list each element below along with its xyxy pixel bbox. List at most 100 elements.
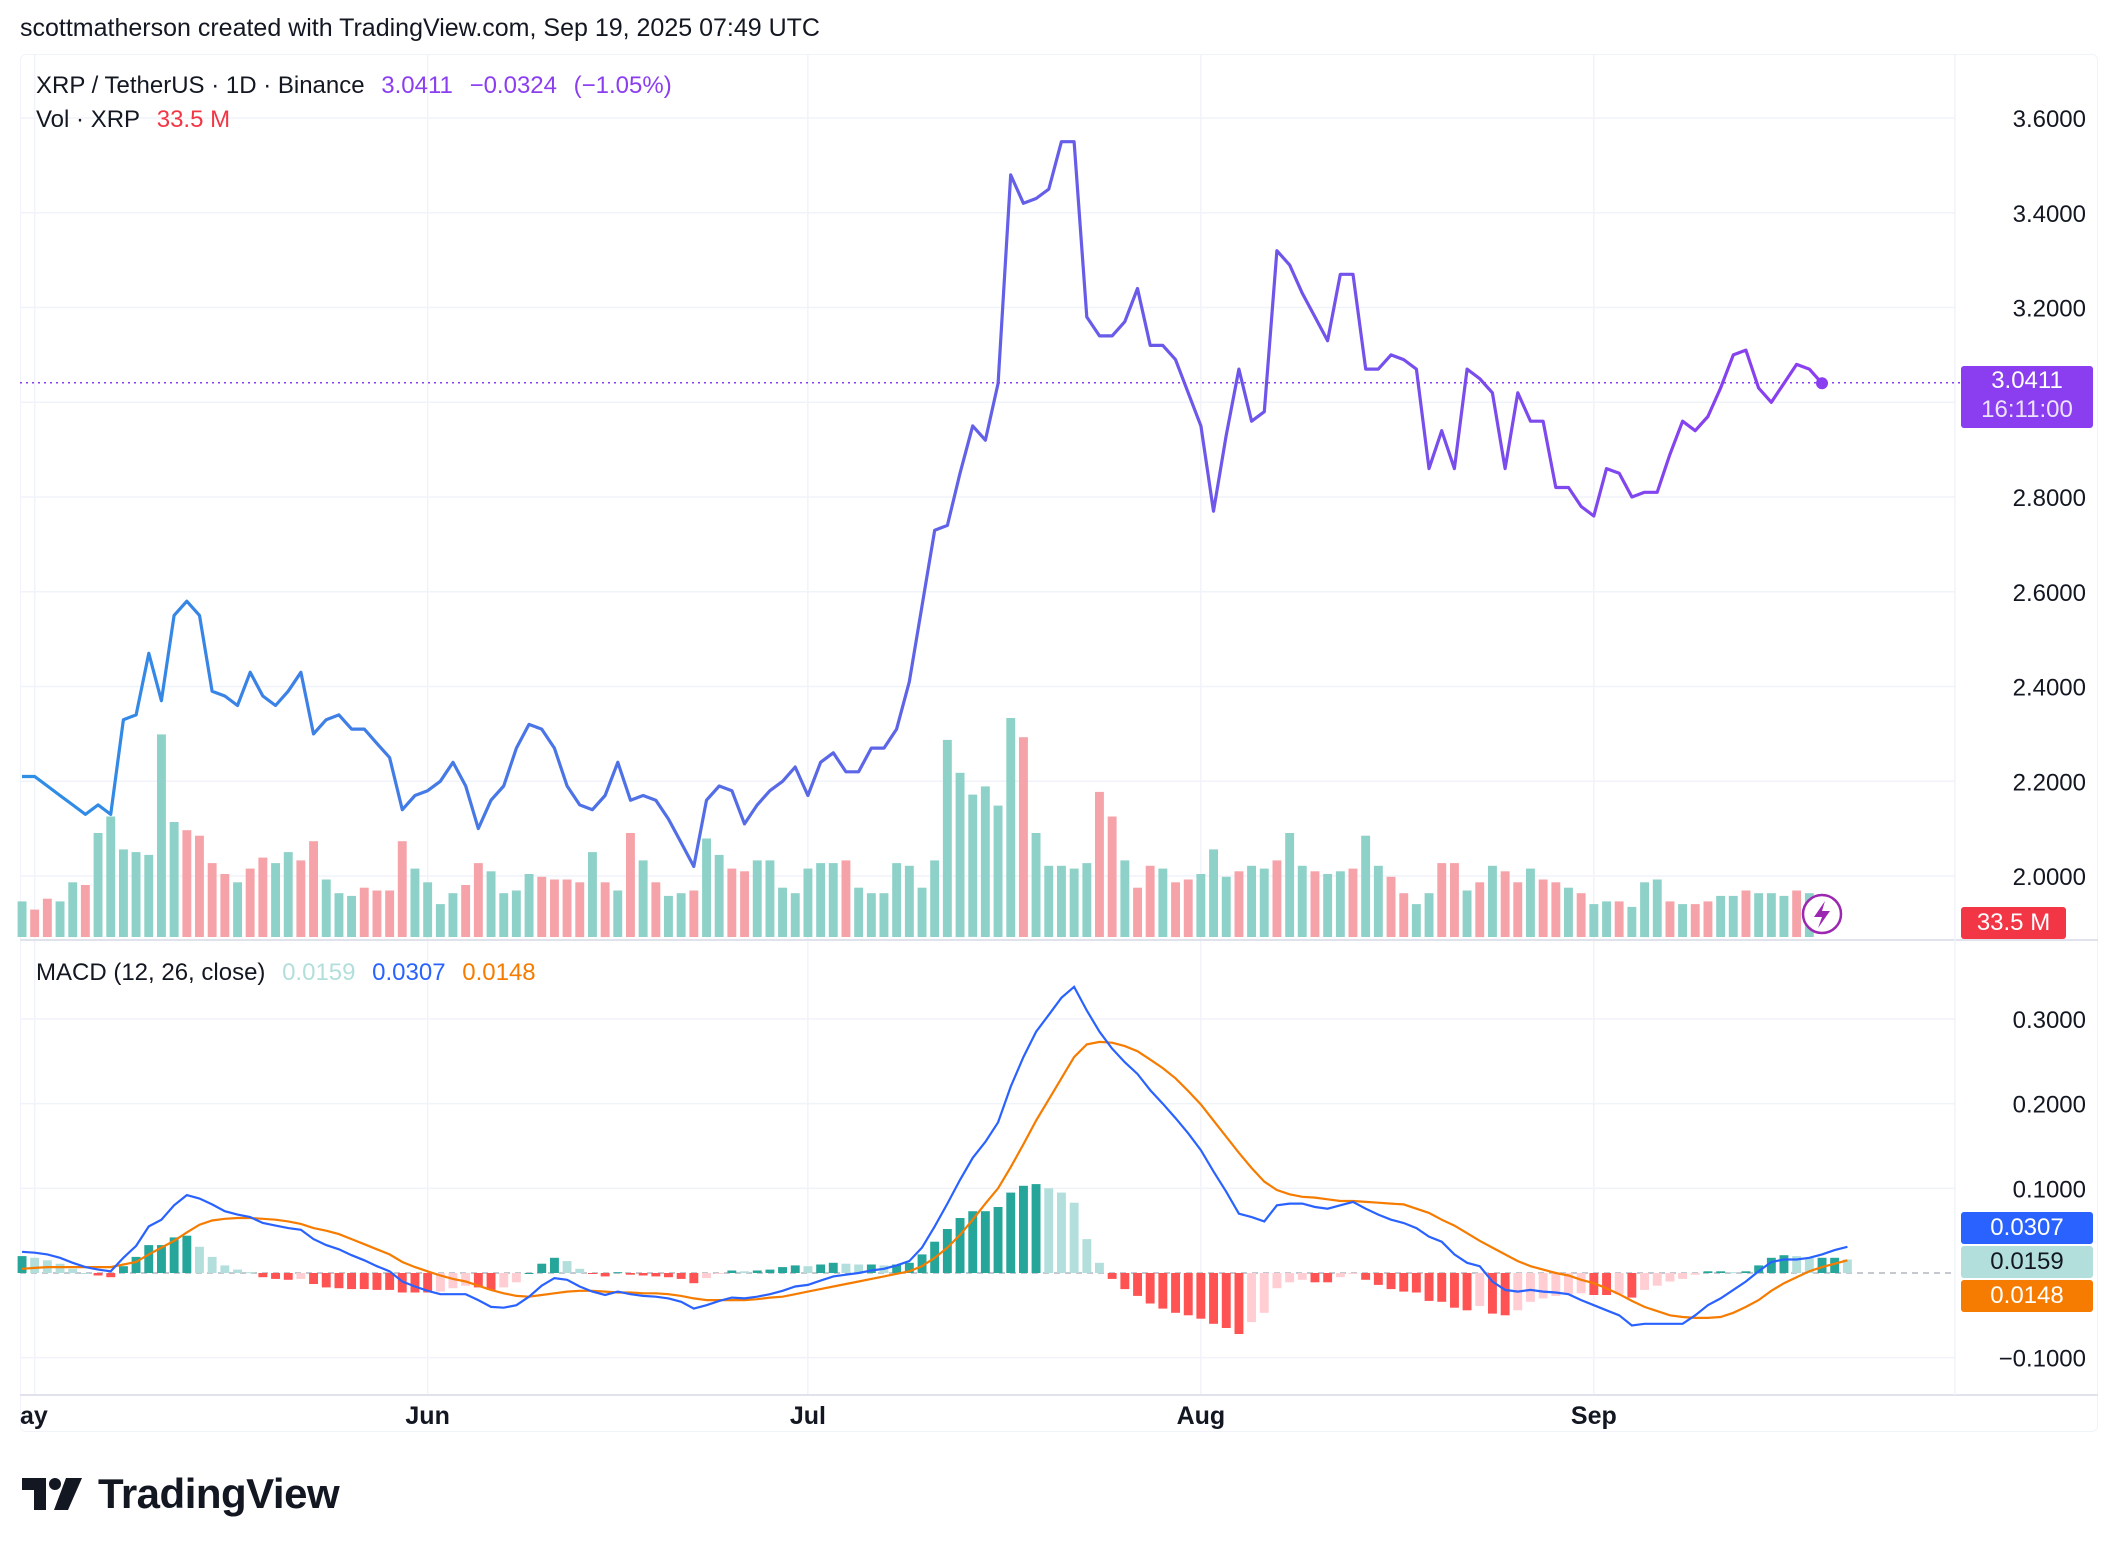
volume-bar bbox=[1259, 868, 1269, 937]
volume-bar bbox=[1361, 835, 1371, 937]
volume-bar bbox=[1082, 863, 1092, 937]
macd-histogram-bar bbox=[1538, 1273, 1548, 1299]
macd-histogram-bar bbox=[600, 1273, 610, 1277]
chart-canvas[interactable]: 3.60003.40003.20003.00002.80002.60002.40… bbox=[0, 0, 2108, 1460]
volume-bar bbox=[562, 879, 572, 937]
price-tag: 3.0411 16:11:00 bbox=[1961, 366, 2093, 428]
macd-histogram-bar bbox=[714, 1273, 724, 1274]
volume-bar bbox=[1766, 893, 1776, 937]
macd-histogram-bar bbox=[740, 1271, 749, 1273]
macd-histogram-bar bbox=[1728, 1272, 1738, 1274]
macd-histogram-bar bbox=[1830, 1257, 1840, 1273]
volume-bar bbox=[600, 882, 610, 938]
volume-bar bbox=[1285, 833, 1295, 937]
macd-histogram-bar bbox=[423, 1273, 433, 1293]
macd-histogram-bar bbox=[917, 1254, 927, 1273]
macd-histogram-bar bbox=[1640, 1273, 1649, 1290]
volume-bar bbox=[575, 882, 585, 938]
macd-histogram-bar bbox=[968, 1211, 978, 1273]
macd-histogram-bar bbox=[1462, 1273, 1472, 1311]
volume-bar bbox=[271, 863, 280, 937]
macd-histogram-bar bbox=[1272, 1273, 1282, 1289]
time-axis-label: Jun bbox=[405, 1402, 449, 1430]
macd-histogram-bar bbox=[169, 1237, 179, 1273]
macd-histogram-bar bbox=[1741, 1271, 1751, 1273]
macd-histogram-bar bbox=[1247, 1273, 1256, 1323]
volume-bar bbox=[182, 830, 192, 937]
macd-histogram-bar bbox=[1779, 1255, 1789, 1273]
volume-bar bbox=[423, 882, 433, 938]
volume-tag: 33.5 M bbox=[1961, 907, 2066, 939]
macd-label[interactable]: MACD (12, 26, close) bbox=[36, 959, 266, 986]
volume-bar bbox=[702, 838, 711, 937]
volume-bar bbox=[1145, 865, 1155, 937]
symbol-label[interactable]: XRP / TetherUS · 1D · Binance bbox=[36, 72, 365, 99]
volume-bar bbox=[1728, 895, 1738, 937]
volume-bar bbox=[1297, 865, 1307, 937]
macd-histogram-bar bbox=[790, 1265, 800, 1273]
volume-bar bbox=[740, 871, 749, 937]
macd-histogram-bar bbox=[1019, 1185, 1028, 1273]
volume-bar bbox=[968, 794, 978, 937]
volume-bar bbox=[106, 816, 116, 937]
volume-bar bbox=[486, 871, 496, 937]
volume-bar bbox=[638, 860, 648, 937]
macd-axis-label: 0.3000 bbox=[2013, 1007, 2086, 1034]
volume-bar bbox=[1183, 879, 1193, 937]
macd-histogram-bar bbox=[828, 1262, 838, 1273]
volume-bar bbox=[1171, 882, 1180, 938]
macd-histogram-bar bbox=[1602, 1273, 1611, 1295]
volume-bar bbox=[1335, 871, 1345, 937]
macd-histogram-bar bbox=[1627, 1273, 1637, 1298]
volume-bar bbox=[752, 860, 762, 937]
volume-bar bbox=[1538, 879, 1548, 937]
macd-legend: MACD (12, 26, close) 0.0159 0.0307 0.014… bbox=[36, 959, 546, 987]
volume-bar bbox=[790, 893, 800, 937]
macd-histogram-bar bbox=[1323, 1273, 1333, 1283]
macd-histogram-bar bbox=[435, 1273, 445, 1292]
volume-legend: Vol · XRP 33.5 M bbox=[36, 106, 240, 134]
volume-bar bbox=[1234, 871, 1244, 937]
volume-bar bbox=[1310, 871, 1320, 937]
macd-histogram-bar bbox=[30, 1257, 40, 1273]
macd-histogram-bar bbox=[1690, 1273, 1700, 1275]
macd-histogram-bar bbox=[803, 1266, 813, 1273]
volume-bar bbox=[1627, 906, 1637, 937]
macd-histogram-bar bbox=[816, 1264, 826, 1273]
volume-bar bbox=[80, 885, 90, 937]
volume-bar bbox=[537, 876, 547, 937]
volume-label[interactable]: Vol · XRP bbox=[36, 106, 141, 133]
tradingview-logo[interactable]: TradingView bbox=[22, 1470, 340, 1518]
volume-bar bbox=[1576, 893, 1586, 937]
macd-hist-tag: 0.0159 bbox=[1961, 1246, 2093, 1278]
volume-bar bbox=[1665, 901, 1675, 937]
macd-histogram-bar bbox=[1437, 1273, 1447, 1302]
macd-histogram-bar bbox=[942, 1229, 952, 1273]
volume-bar bbox=[296, 860, 306, 937]
volume-bar bbox=[588, 852, 597, 937]
volume-bar bbox=[68, 882, 78, 938]
macd-histogram-bar bbox=[220, 1265, 230, 1273]
volume-bar bbox=[1120, 860, 1130, 937]
volume-bar bbox=[892, 863, 902, 937]
macd-histogram-bar bbox=[347, 1273, 356, 1290]
macd-histogram-bar bbox=[473, 1273, 483, 1288]
macd-histogram-bar bbox=[372, 1273, 382, 1290]
macd-histogram-bar bbox=[1259, 1273, 1269, 1313]
macd-histogram-bar bbox=[1095, 1262, 1104, 1273]
macd-histogram-bar bbox=[195, 1246, 204, 1273]
macd-histogram-bar bbox=[448, 1273, 458, 1289]
volume-bar bbox=[347, 895, 356, 937]
macd-histogram-bar bbox=[1120, 1273, 1130, 1290]
macd-histogram-bar bbox=[17, 1256, 27, 1273]
volume-bar bbox=[689, 890, 699, 937]
price-axis-label: 3.4000 bbox=[2013, 201, 2086, 228]
price-axis-label: 3.6000 bbox=[2013, 106, 2086, 133]
macd-histogram-bar bbox=[1703, 1271, 1713, 1273]
tradingview-logo-icon bbox=[22, 1478, 82, 1510]
volume-bar bbox=[803, 868, 813, 937]
volume-bar bbox=[714, 854, 724, 937]
volume-bar bbox=[1057, 865, 1066, 937]
price-axis-label: 2.8000 bbox=[2013, 485, 2086, 512]
macd-histogram-bar bbox=[1145, 1273, 1155, 1304]
